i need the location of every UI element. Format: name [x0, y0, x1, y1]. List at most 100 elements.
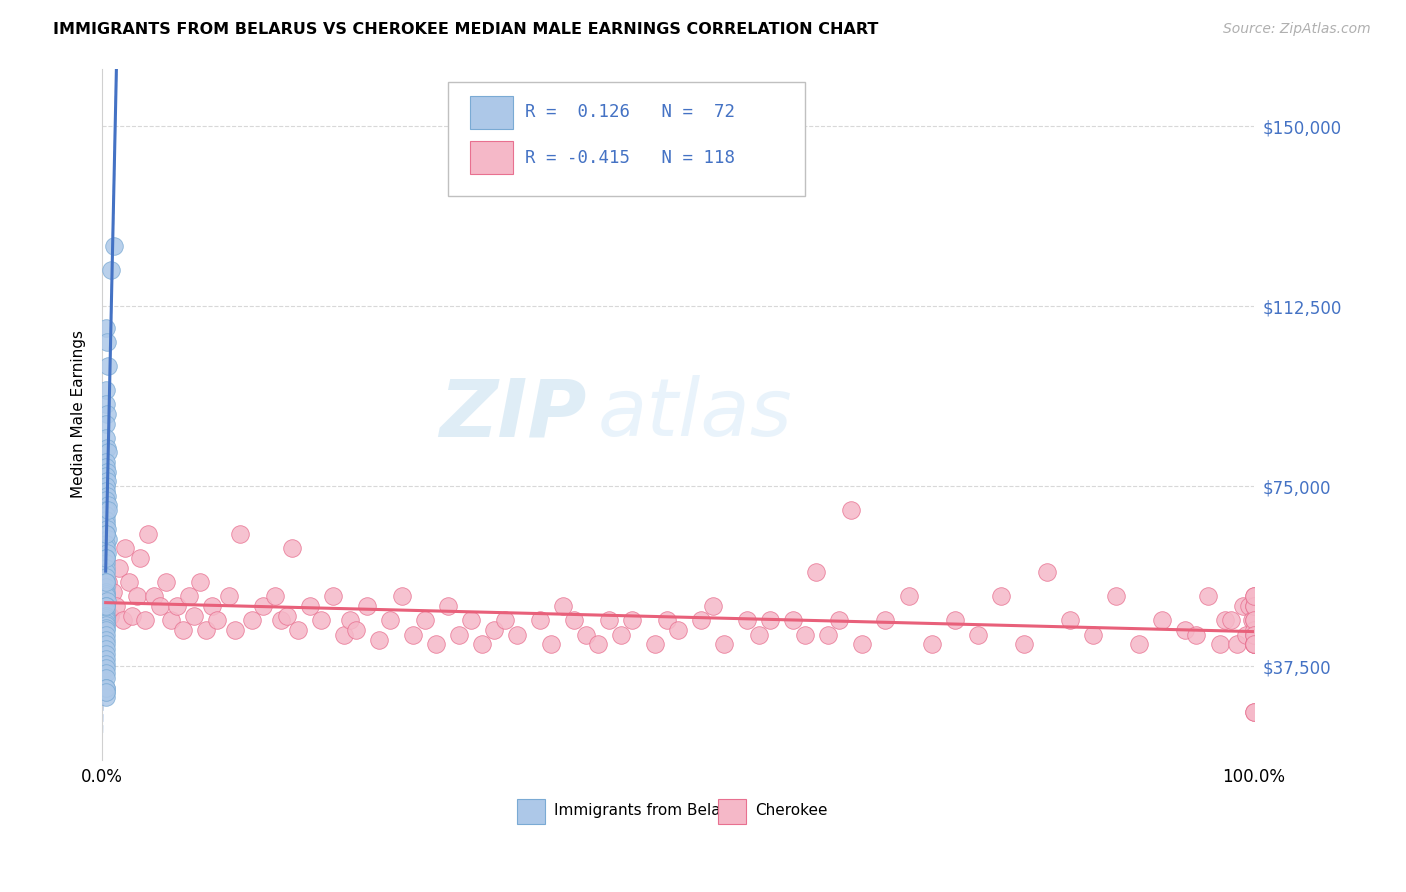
FancyBboxPatch shape	[470, 96, 513, 129]
Text: R = -0.415   N = 118: R = -0.415 N = 118	[524, 149, 735, 168]
Point	[644, 637, 666, 651]
Point	[136, 527, 159, 541]
Point	[121, 608, 143, 623]
Point	[851, 637, 873, 651]
FancyBboxPatch shape	[447, 82, 804, 196]
Point	[94, 637, 117, 651]
Point	[96, 465, 118, 479]
Point	[94, 611, 117, 625]
Point	[94, 536, 117, 550]
Point	[129, 551, 152, 566]
Point	[97, 503, 120, 517]
Point	[94, 575, 117, 590]
Point	[94, 587, 117, 601]
Point	[322, 590, 344, 604]
Point	[94, 551, 117, 566]
Point	[1243, 599, 1265, 613]
Point	[1243, 628, 1265, 642]
Point	[875, 614, 897, 628]
Point	[94, 527, 117, 541]
Point	[94, 632, 117, 647]
Point	[1128, 637, 1150, 651]
Point	[759, 614, 782, 628]
Point	[1239, 599, 1261, 613]
Point	[1035, 566, 1057, 580]
Point	[94, 493, 117, 508]
Text: IMMIGRANTS FROM BELARUS VS CHEROKEE MEDIAN MALE EARNINGS CORRELATION CHART: IMMIGRANTS FROM BELARUS VS CHEROKEE MEDI…	[53, 22, 879, 37]
Point	[94, 621, 117, 635]
Point	[94, 541, 117, 556]
Point	[276, 608, 298, 623]
Text: ZIP: ZIP	[439, 375, 586, 453]
Point	[97, 359, 120, 373]
Point	[94, 608, 117, 623]
FancyBboxPatch shape	[718, 799, 747, 824]
Point	[96, 334, 118, 349]
Point	[598, 614, 620, 628]
Point	[425, 637, 447, 651]
Point	[586, 637, 609, 651]
Point	[94, 685, 117, 699]
Point	[94, 657, 117, 671]
Point	[828, 614, 851, 628]
Point	[160, 614, 183, 628]
Point	[1243, 637, 1265, 651]
Point	[1185, 628, 1208, 642]
Point	[839, 503, 862, 517]
Point	[94, 671, 117, 685]
Point	[105, 599, 128, 613]
Point	[990, 590, 1012, 604]
Point	[1243, 614, 1265, 628]
Point	[94, 508, 117, 522]
Point	[101, 584, 124, 599]
Point	[94, 575, 117, 590]
Point	[270, 614, 292, 628]
Point	[94, 590, 117, 604]
Point	[218, 590, 240, 604]
Point	[94, 431, 117, 445]
Point	[1243, 705, 1265, 719]
Point	[1174, 623, 1197, 637]
Point	[94, 623, 117, 637]
Point	[134, 614, 156, 628]
Point	[94, 527, 117, 541]
Point	[1243, 614, 1265, 628]
Point	[94, 469, 117, 483]
Point	[252, 599, 274, 613]
Point	[103, 239, 125, 253]
Point	[240, 614, 263, 628]
Point	[621, 614, 644, 628]
Point	[817, 628, 839, 642]
Point	[100, 263, 122, 277]
Point	[94, 681, 117, 695]
Point	[482, 623, 505, 637]
Point	[96, 546, 118, 560]
Point	[118, 575, 141, 590]
Point	[94, 618, 117, 632]
Point	[748, 628, 770, 642]
Point	[921, 637, 943, 651]
Point	[94, 652, 117, 666]
Point	[1213, 614, 1236, 628]
Point	[94, 417, 117, 431]
Point	[188, 575, 211, 590]
Point	[96, 441, 118, 455]
Text: Cherokee: Cherokee	[755, 803, 828, 818]
Point	[782, 614, 804, 628]
Point	[229, 527, 252, 541]
Point	[1059, 614, 1081, 628]
Point	[380, 614, 402, 628]
Point	[149, 599, 172, 613]
Point	[177, 590, 200, 604]
Point	[94, 666, 117, 681]
Point	[655, 614, 678, 628]
Point	[1243, 599, 1265, 613]
Point	[575, 628, 598, 642]
Point	[339, 614, 361, 628]
Point	[94, 517, 117, 532]
Point	[713, 637, 735, 651]
Point	[344, 623, 367, 637]
Point	[1243, 590, 1265, 604]
Point	[125, 590, 148, 604]
Point	[1232, 599, 1254, 613]
